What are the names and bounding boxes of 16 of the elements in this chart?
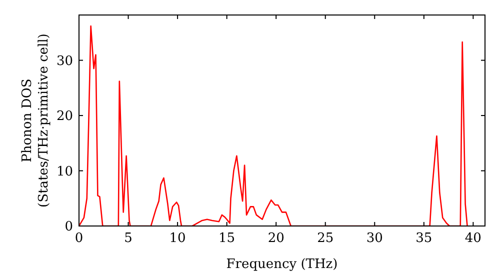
y-tick-label: 30: [56, 54, 73, 69]
x-tick-label: 10: [169, 231, 186, 246]
x-axis-title: Frequency (THz): [226, 257, 338, 272]
x-tick-label: 20: [268, 231, 284, 246]
y-axis-title: Phonon DOS (States/THz·primitive cell): [20, 33, 52, 208]
x-tick-label: 30: [366, 231, 383, 246]
line-series: [79, 25, 468, 226]
x-tick-label: 15: [218, 231, 236, 246]
x-tick-label: 25: [317, 231, 334, 246]
x-tick-label: 0: [74, 231, 84, 246]
y-tick-label: 10: [56, 164, 73, 180]
y-tick-label: 20: [56, 109, 73, 124]
x-tick-label: 40: [464, 231, 482, 246]
y-tick-label: 0: [64, 220, 73, 235]
x-tick-label: 5: [124, 231, 132, 246]
x-tick-label: 35: [416, 231, 432, 246]
